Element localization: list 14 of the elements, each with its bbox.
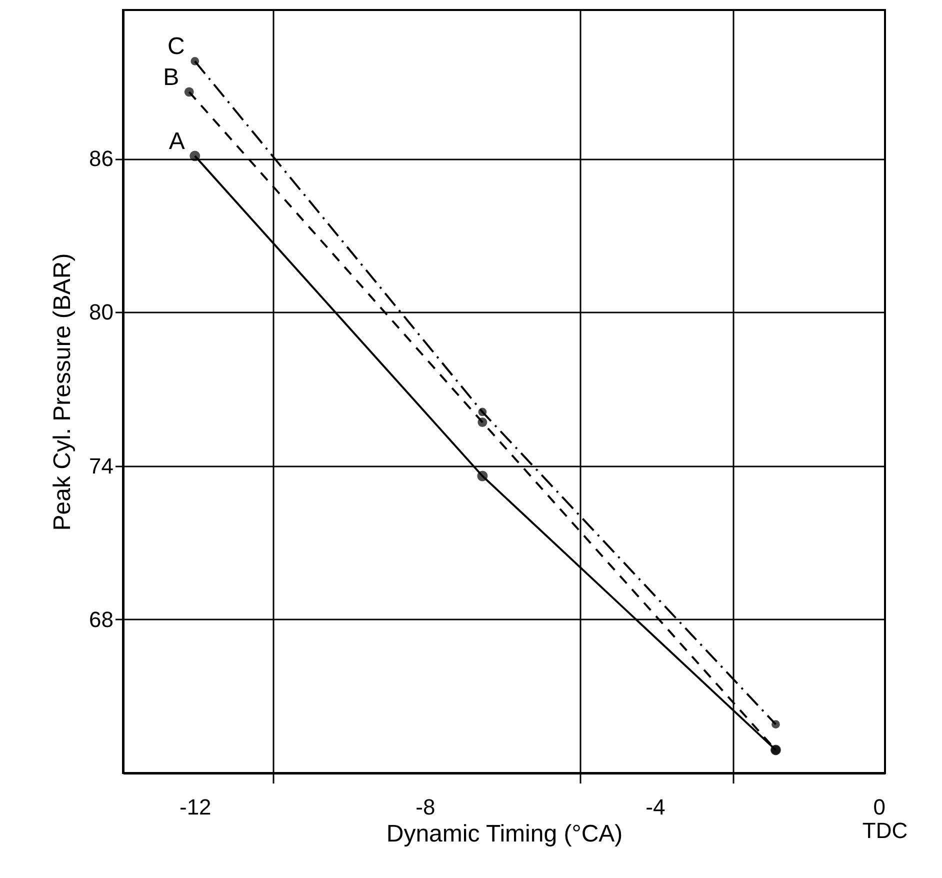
y-tick-label: 68: [89, 606, 114, 632]
series-label: A: [168, 128, 185, 155]
x-tick-label: -8: [416, 794, 436, 820]
x-axis-title: Dynamic Timing (°CA): [386, 820, 623, 848]
y-tick-label: 74: [89, 453, 114, 478]
x-tick-label: 0: [873, 794, 886, 820]
series-label: B: [163, 64, 180, 91]
y-tick-label: 86: [89, 146, 114, 172]
x-tick-label: -4: [646, 794, 666, 820]
text: TDC: [862, 818, 908, 843]
x-tick-label: -12: [179, 794, 212, 820]
y-axis-title: Peak Cyl. Pressure (BAR): [49, 253, 76, 531]
series-label: C: [168, 33, 185, 60]
y-tick-label: 80: [89, 300, 114, 325]
